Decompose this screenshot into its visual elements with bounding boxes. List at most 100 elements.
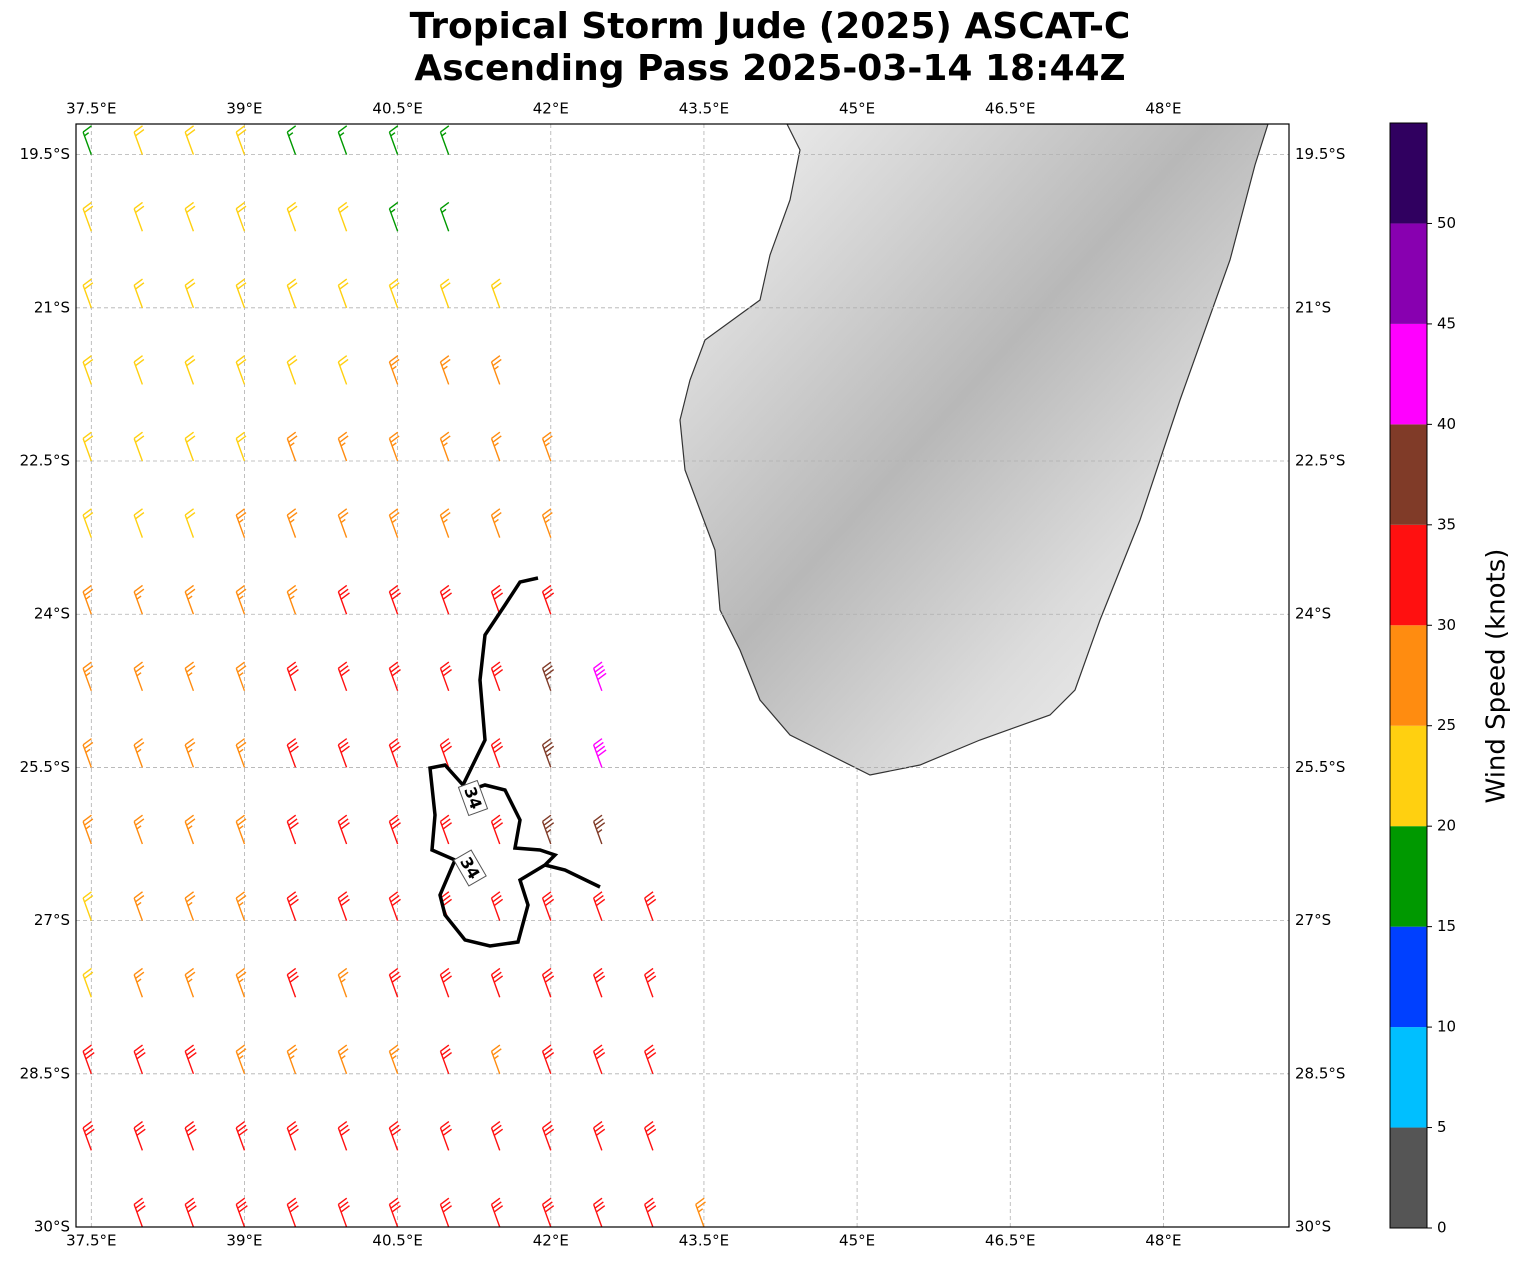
wind-barb	[439, 508, 451, 538]
wind-barb	[388, 355, 400, 385]
colorbar-segment	[1390, 1027, 1427, 1128]
colorbar-segment	[1390, 524, 1427, 626]
wind-barb	[388, 891, 401, 921]
wind-barb	[184, 431, 196, 462]
wind-barb	[388, 278, 400, 309]
wind-barb	[695, 1197, 706, 1227]
wind-barb	[388, 967, 401, 998]
wind-barb	[286, 1121, 299, 1151]
wind-barb	[490, 584, 504, 615]
wind-barb	[337, 891, 350, 921]
wind-barb	[82, 738, 94, 768]
wind-barb	[82, 661, 94, 692]
wind-barb	[337, 1197, 350, 1227]
lon-tick-label: 43.5°E	[679, 1232, 729, 1250]
wind-barb	[235, 738, 247, 768]
wind-barb	[235, 355, 247, 385]
colorbar-tick-label: 50	[1437, 214, 1456, 232]
wind-barb	[286, 891, 299, 921]
wind-barb	[490, 738, 504, 768]
lon-tick-label: 46.5°E	[985, 1232, 1035, 1250]
wind-barb	[490, 814, 504, 845]
wind-barb	[133, 814, 145, 845]
wind-barb	[133, 1121, 146, 1151]
lat-tick-label: 22.5°S	[1295, 452, 1345, 470]
wind-barb	[286, 431, 298, 462]
wind-barb	[592, 891, 606, 921]
wind-barb	[439, 431, 451, 462]
wind-barb	[541, 738, 555, 768]
wind-barb	[439, 738, 452, 768]
wind-barb	[337, 201, 349, 232]
wind-barb	[82, 431, 94, 462]
colorbar-tick-label: 35	[1437, 515, 1456, 533]
wind-barb	[337, 125, 348, 155]
wind-barb	[235, 661, 247, 692]
madagascar	[679, 124, 1269, 776]
wind-barb	[439, 967, 452, 998]
wind-barb	[337, 355, 349, 385]
wind-barb	[388, 584, 401, 615]
wind-barb	[337, 661, 350, 692]
wind-barb	[439, 1197, 452, 1227]
lon-tick-label: 45°E	[839, 1232, 875, 1250]
wind-barb	[286, 1044, 298, 1075]
wind-barb	[337, 508, 349, 538]
wind-barb	[592, 661, 607, 692]
colorbar-tick-label: 30	[1437, 616, 1456, 634]
wind-barb	[490, 1044, 502, 1075]
wind-barb	[592, 814, 606, 845]
wind-barb	[541, 967, 555, 998]
wind-barb	[286, 661, 299, 692]
wind-barb	[388, 814, 401, 845]
colorbar-label: Wind Speed (knots)	[1482, 549, 1512, 804]
wind-barb	[490, 661, 504, 692]
lon-tick-label: 48°E	[1145, 1232, 1181, 1250]
wind-barb	[235, 201, 247, 232]
wind-barb	[286, 278, 298, 309]
overlay: 34 34	[428, 576, 601, 948]
wind-barb	[439, 125, 450, 155]
lat-tick-label: 30°S	[34, 1218, 70, 1236]
wind-barb	[541, 431, 553, 462]
wind-barb	[592, 1044, 606, 1075]
wind-barb	[592, 1121, 606, 1151]
wind-barb	[184, 661, 196, 692]
wind-barb	[490, 431, 502, 462]
wind-barb	[82, 355, 94, 385]
wind-barb	[286, 1197, 299, 1227]
wind-barb	[133, 967, 145, 998]
wind-barb	[82, 967, 94, 998]
colorbar-tick-label: 45	[1437, 314, 1456, 332]
lon-tick-label: 48°E	[1145, 100, 1181, 118]
wind-barb	[82, 1121, 95, 1151]
wind-barb	[235, 508, 247, 538]
wind-barb	[592, 967, 606, 998]
wind-barb	[184, 201, 196, 232]
wind-barb	[337, 431, 349, 462]
colorbar-tick-label: 15	[1437, 917, 1456, 935]
wind-barb	[439, 1121, 452, 1151]
wind-barb	[184, 738, 196, 768]
lat-tick-label: 25.5°S	[20, 758, 70, 776]
wind-barb	[337, 278, 349, 309]
wind-barb	[184, 1197, 197, 1227]
colorbar-tick-label: 10	[1437, 1018, 1456, 1036]
wind-barb	[490, 355, 502, 385]
lon-tick-label: 37.5°E	[66, 1232, 116, 1250]
wind-barb	[184, 508, 196, 538]
lon-tick-label: 46.5°E	[985, 100, 1035, 118]
wind-barb	[388, 738, 401, 768]
colorbar-segment	[1390, 926, 1427, 1028]
wind-barb	[184, 967, 196, 998]
wind-barb	[541, 1121, 555, 1151]
map	[76, 124, 1289, 1227]
wind-barb	[490, 278, 502, 309]
wind-barb	[184, 814, 196, 845]
lon-tick-label: 40.5°E	[372, 1232, 422, 1250]
colorbar-segment	[1390, 223, 1427, 324]
lat-tick-label: 24°S	[1295, 605, 1331, 623]
wind-barb	[644, 1121, 657, 1151]
wind-barb	[133, 508, 145, 538]
lon-tick-label: 37.5°E	[66, 100, 116, 118]
